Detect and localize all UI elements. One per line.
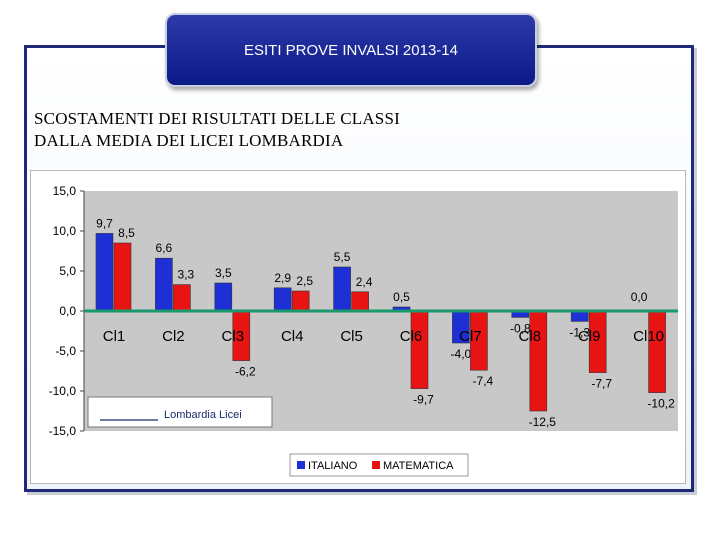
- category-label: Cl7: [459, 328, 482, 345]
- bar-matematica-cl2: [173, 284, 191, 312]
- data-label: 0,0: [631, 290, 648, 304]
- data-label: -1,3: [569, 325, 590, 339]
- reference-legend-box: [87, 396, 273, 428]
- data-label: -12,5: [529, 415, 557, 429]
- subtitle-line-2: DALLA MEDIA DEI LICEI LOMBARDIA: [34, 131, 344, 150]
- bar-matematica-cl8: [529, 310, 548, 412]
- bar-matematica-cl10: [648, 310, 666, 393]
- bar-chart: 15,0 10,0 5,0 0,0 -5,0 -10,0 -15,0 9,7 8,5 6,6 3,3…: [30, 170, 686, 484]
- data-label: 5,5: [334, 250, 351, 264]
- y-tick-label: -5,0: [55, 344, 76, 358]
- slide-subtitle: SCOSTAMENTI DEI RISULTATI DELLE CLASSI D…: [34, 108, 634, 152]
- data-label: -0,8: [510, 321, 531, 335]
- chart-panel: 15,0 10,0 5,0 0,0 -5,0 -10,0 -15,0 9,7 8,5 6,6 3,3…: [30, 170, 686, 484]
- data-label: 6,6: [156, 241, 173, 255]
- title-banner: ESITI PROVE INVALSI 2013-14: [165, 13, 537, 87]
- bar-matematica-cl5: [351, 291, 369, 312]
- legend-label-matematica: MATEMATICA: [383, 460, 454, 472]
- bar-italiano-cl5: [333, 266, 351, 312]
- data-label: 3,3: [178, 268, 195, 282]
- category-label: Cl5: [340, 328, 363, 345]
- bar-italiano-cl2: [155, 257, 173, 312]
- subtitle-line-1: SCOSTAMENTI DEI RISULTATI DELLE CLASSI: [34, 109, 400, 128]
- data-label: 3,5: [215, 266, 232, 280]
- bar-italiano-cl4: [273, 287, 292, 312]
- category-label: Cl4: [281, 328, 304, 345]
- data-label: -7,7: [591, 377, 612, 391]
- bar-matematica-cl6: [410, 310, 429, 389]
- bar-italiano-cl3: [214, 282, 233, 312]
- data-label: -4,0: [451, 347, 472, 361]
- y-tick-label: 5,0: [59, 264, 76, 278]
- bar-italiano-cl1: [95, 233, 114, 312]
- category-label: Cl1: [103, 328, 126, 345]
- category-label: Cl10: [633, 328, 664, 345]
- data-label: -6,2: [235, 365, 256, 379]
- data-label: -7,4: [473, 374, 494, 388]
- slide-title: ESITI PROVE INVALSI 2013-14: [244, 42, 458, 59]
- legend-swatch-italiano: [297, 461, 305, 469]
- y-tick-label: -15,0: [49, 424, 77, 438]
- data-label: 8,5: [118, 226, 135, 240]
- data-label: -10,2: [647, 397, 675, 411]
- category-label: Cl3: [222, 328, 245, 345]
- data-label: 2,4: [356, 275, 373, 289]
- data-label: 2,5: [296, 274, 313, 288]
- y-tick-label: 15,0: [53, 184, 77, 198]
- category-label: Cl8: [519, 328, 542, 345]
- bar-matematica-cl4: [291, 290, 310, 312]
- y-tick-label: 10,0: [53, 224, 77, 238]
- bar-matematica-cl1: [113, 242, 132, 312]
- data-label: 9,7: [96, 216, 113, 230]
- reference-legend-label: Lombardia Licei: [164, 409, 242, 421]
- legend-swatch-matematica: [372, 461, 380, 469]
- y-tick-label: 0,0: [59, 304, 76, 318]
- category-label: Cl9: [578, 328, 601, 345]
- y-tick-label: -10,0: [49, 384, 77, 398]
- data-label: -9,7: [413, 393, 434, 407]
- data-label: 2,9: [274, 271, 291, 285]
- category-label: Cl2: [162, 328, 185, 345]
- category-label: Cl6: [400, 328, 423, 345]
- legend-label-italiano: ITALIANO: [308, 460, 358, 472]
- bar-italiano-cl9: [570, 310, 589, 322]
- data-label: 0,5: [393, 290, 410, 304]
